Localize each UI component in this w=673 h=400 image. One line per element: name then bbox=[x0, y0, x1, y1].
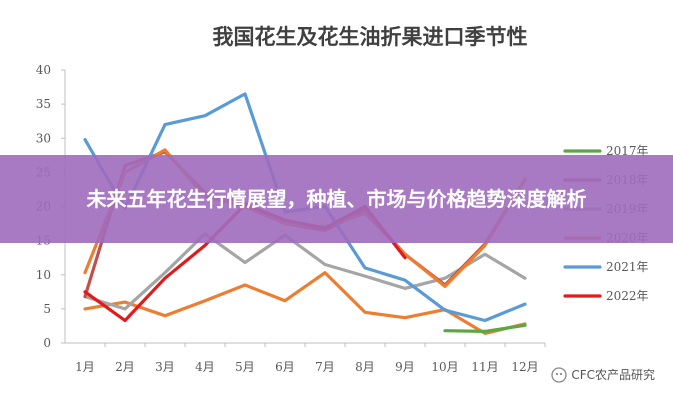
x-tick-label: 5月 bbox=[235, 360, 255, 374]
x-tick-label: 2月 bbox=[115, 360, 135, 374]
x-tick-label: 3月 bbox=[155, 360, 175, 374]
x-tick-label: 9月 bbox=[395, 360, 415, 374]
y-tick-label: 35 bbox=[36, 97, 51, 111]
y-tick-label: 5 bbox=[43, 302, 51, 316]
x-tick-label: 6月 bbox=[275, 360, 295, 374]
x-tick-label: 10月 bbox=[431, 360, 458, 374]
series-line bbox=[443, 323, 527, 333]
overlay-banner: 未来五年花生行情展望，种植、市场与价格趋势深度解析 bbox=[0, 155, 673, 243]
legend-label: 2021年 bbox=[606, 260, 649, 274]
x-tick-label: 1月 bbox=[75, 360, 95, 374]
watermark-text: CFC农产品研究 bbox=[571, 368, 655, 382]
wechat-icon bbox=[551, 366, 567, 383]
x-tick-label: 8月 bbox=[355, 360, 375, 374]
watermark: CFC农产品研究 bbox=[551, 366, 655, 383]
series-line bbox=[83, 232, 527, 311]
x-tick-label: 7月 bbox=[315, 360, 335, 374]
x-tick-label: 4月 bbox=[195, 360, 215, 374]
axes-group: 05101520253035401月2月3月4月5月6月7月8月9月10月11月… bbox=[36, 63, 546, 374]
series-line bbox=[83, 271, 527, 335]
legend-label: 2017年 bbox=[606, 144, 649, 158]
y-tick-label: 10 bbox=[36, 268, 51, 282]
x-tick-label: 11月 bbox=[471, 360, 498, 374]
y-tick-label: 30 bbox=[36, 131, 51, 145]
banner-text: 未来五年花生行情展望，种植、市场与价格趋势深度解析 bbox=[86, 187, 587, 211]
y-tick-label: 40 bbox=[36, 63, 51, 77]
chart-title: 我国花生及花生油折果进口季节性 bbox=[213, 24, 528, 49]
legend-label: 2022年 bbox=[606, 289, 649, 303]
x-tick-label: 12月 bbox=[511, 360, 538, 374]
y-tick-label: 0 bbox=[43, 336, 51, 350]
